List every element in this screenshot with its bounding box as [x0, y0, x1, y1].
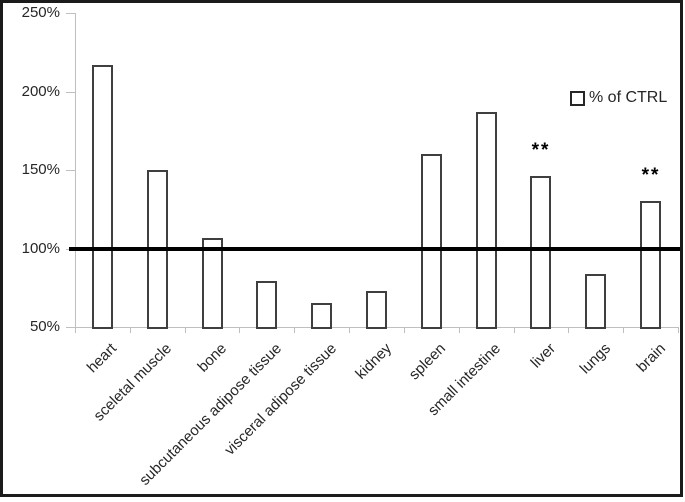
y-axis-tick-label: 200%: [21, 83, 60, 100]
y-axis-tick: [66, 13, 75, 14]
y-axis-tick-label: 150%: [21, 161, 60, 178]
x-axis-tick: [239, 327, 240, 333]
x-axis-tick: [568, 327, 569, 333]
legend: % of CTRL: [570, 89, 667, 107]
y-axis-tick-label: 50%: [29, 318, 60, 335]
bar: [92, 65, 113, 329]
legend-open-square-icon: [570, 90, 585, 106]
y-axis-tick: [66, 92, 75, 93]
y-axis-line: [75, 13, 76, 327]
x-axis-tick: [623, 327, 624, 333]
y-axis-tick: [66, 170, 75, 171]
significance-stars: **: [531, 140, 551, 161]
x-axis-tick: [459, 327, 460, 333]
bar: [530, 176, 551, 329]
x-axis-tick: [75, 327, 76, 333]
x-axis-tick: [185, 327, 186, 333]
bar: [476, 112, 497, 329]
x-axis-tick: [678, 327, 679, 333]
x-axis-tick: [130, 327, 131, 333]
bar: [366, 291, 387, 329]
bar: [256, 281, 277, 329]
reference-line-100pct: [69, 247, 680, 251]
x-axis-tick: [294, 327, 295, 333]
bar: [421, 154, 442, 329]
legend-label: % of CTRL: [589, 89, 668, 106]
x-axis-tick: [514, 327, 515, 333]
bar: [202, 238, 223, 329]
x-axis-tick: [349, 327, 350, 333]
bar: [640, 201, 661, 329]
y-axis-tick: [66, 327, 75, 328]
y-axis-tick-label: 100%: [21, 240, 60, 257]
bar: [585, 274, 606, 329]
x-axis-tick: [404, 327, 405, 333]
y-axis-tick-label: 250%: [21, 4, 60, 21]
significance-stars: **: [641, 165, 661, 186]
bar: [311, 303, 332, 329]
